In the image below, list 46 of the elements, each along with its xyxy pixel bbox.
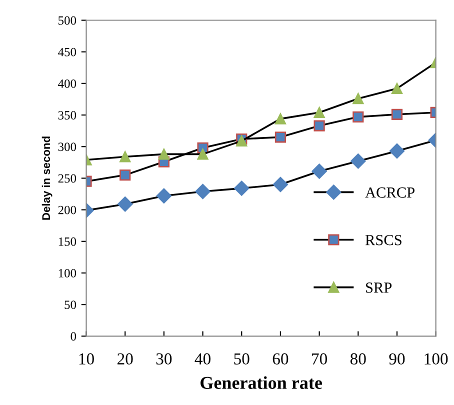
y-tick-label: 350: [58, 111, 76, 120]
point: [274, 113, 286, 124]
x-tick-label: 60: [272, 353, 288, 365]
x-tick-label: 40: [194, 353, 210, 365]
point: [389, 143, 405, 159]
point: [314, 120, 325, 132]
y-tick-label: 150: [58, 237, 76, 246]
x-tick-label: 50: [234, 353, 250, 365]
legend-label: ACRCP: [365, 187, 414, 198]
x-tick-label: 10: [79, 353, 94, 365]
x-tick-label: 70: [312, 353, 328, 365]
x-tick-label: 80: [350, 353, 366, 365]
point: [314, 106, 325, 118]
y-tick-label: 0: [70, 332, 76, 341]
legend-label: SRP: [366, 282, 392, 293]
y-tick-label: 200: [58, 206, 76, 214]
point: [274, 132, 286, 143]
x-tick-label: 20: [118, 353, 133, 365]
point: [350, 154, 366, 169]
y-tick-label: 50: [64, 300, 76, 310]
point: [195, 184, 210, 200]
point: [118, 196, 133, 212]
point: [352, 111, 364, 122]
point: [272, 176, 288, 192]
point: [120, 151, 131, 162]
x-tick-label: 90: [389, 353, 405, 365]
point: [352, 93, 364, 104]
legend-label: RSCS: [365, 234, 402, 246]
x-axis-title: Generation rate: [200, 376, 322, 389]
point: [120, 169, 131, 181]
x-tick-label: 100: [424, 353, 448, 365]
point: [156, 188, 172, 204]
y-tick-label: 450: [58, 48, 76, 56]
point: [234, 180, 250, 196]
y-tick-label: 500: [58, 16, 76, 25]
point: [391, 108, 403, 120]
y-tick-label: 250: [58, 174, 76, 183]
x-tick-label: 30: [156, 353, 172, 365]
point: [197, 148, 208, 160]
y-tick-label: 400: [58, 79, 76, 88]
y-axis-title: Delay in second: [42, 136, 52, 220]
point: [312, 164, 327, 179]
y-tick-label: 100: [58, 268, 76, 278]
point: [158, 148, 170, 160]
point: [391, 82, 403, 94]
y-tick-label: 300: [58, 142, 76, 152]
